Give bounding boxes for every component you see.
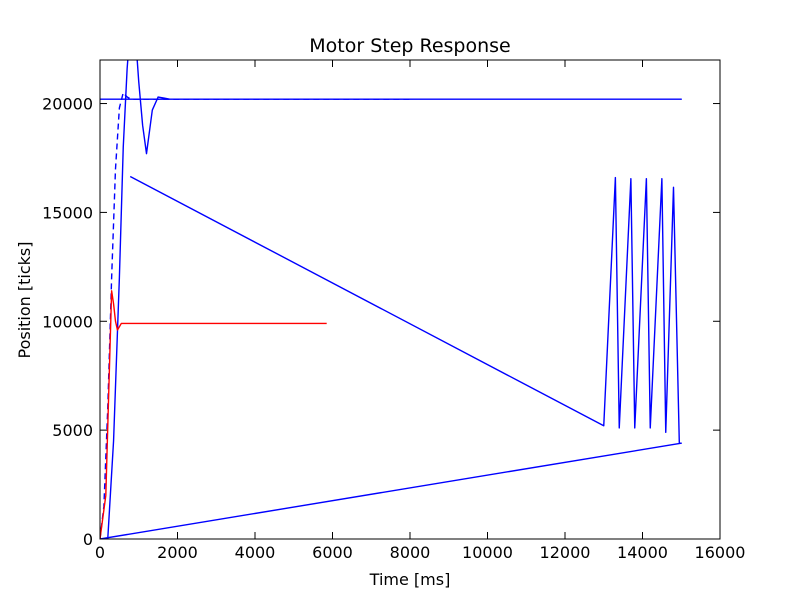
x-tick-label: 2000 <box>157 543 198 562</box>
y-tick-label: 20000 <box>42 95 93 114</box>
x-axis-ticks: 0 2000 4000 6000 8000 10000 12000 14000 16000 <box>95 60 746 562</box>
y-tick-label: 5000 <box>52 421 93 440</box>
x-tick-label: 16000 <box>695 543 746 562</box>
x-tick-label: 10000 <box>462 543 513 562</box>
y-axis-ticks: 0 5000 10000 15000 20000 <box>42 95 720 549</box>
series-line-2 <box>100 60 682 539</box>
series-line-4 <box>100 290 327 539</box>
x-tick-label: 6000 <box>312 543 353 562</box>
series-layer <box>100 60 682 539</box>
y-tick-label: 10000 <box>42 312 93 331</box>
plot-area <box>100 60 720 539</box>
x-tick-label: 14000 <box>617 543 668 562</box>
x-tick-label: 12000 <box>540 543 591 562</box>
y-tick-label: 15000 <box>42 203 93 222</box>
y-tick-label: 0 <box>83 530 93 549</box>
chart-title: Motor Step Response <box>309 35 511 57</box>
x-tick-label: 8000 <box>390 543 431 562</box>
series-line-3 <box>100 175 682 539</box>
x-axis-label: Time [ms] <box>369 570 451 589</box>
x-tick-label: 4000 <box>235 543 276 562</box>
y-axis-label: Position [ticks] <box>15 242 34 359</box>
x-tick-label: 0 <box>95 543 105 562</box>
